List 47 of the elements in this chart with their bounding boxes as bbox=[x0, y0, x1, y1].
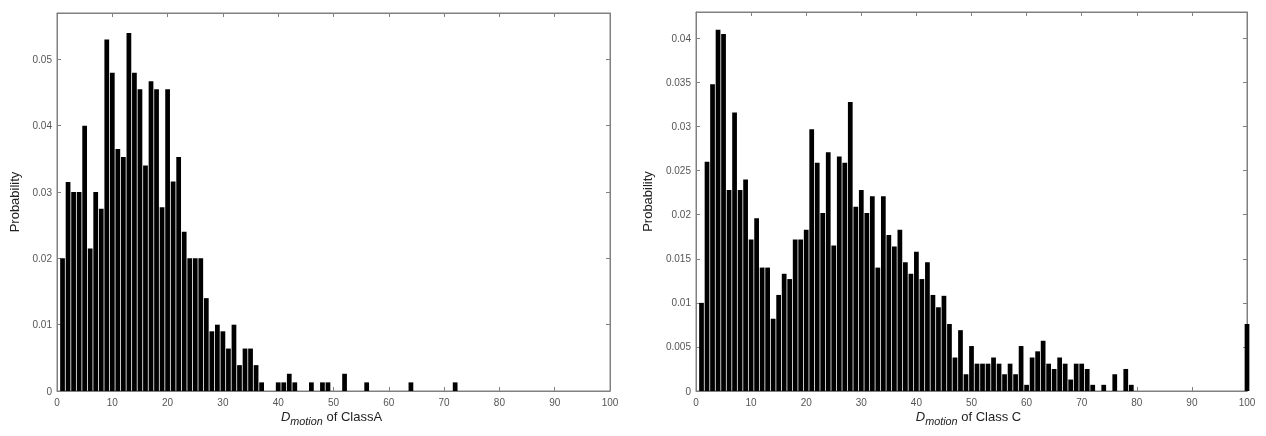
x-tick-label: 80 bbox=[493, 396, 506, 408]
y-tick-label: 0.005 bbox=[665, 341, 692, 353]
y-tick-label: 0.015 bbox=[665, 253, 692, 265]
x-tick-label: 70 bbox=[1076, 396, 1088, 408]
x-tick-label: 100 bbox=[601, 396, 619, 408]
x-tick-label: 100 bbox=[1238, 396, 1256, 408]
y-tick-label: 0.01 bbox=[32, 319, 53, 331]
y-tick-label: 0.025 bbox=[665, 165, 692, 177]
x-tick-label: 50 bbox=[327, 396, 340, 408]
x-tick-label: 70 bbox=[438, 396, 451, 408]
y-tick-label: 0.02 bbox=[32, 252, 53, 264]
x-tick-label: 50 bbox=[965, 396, 978, 408]
x-tick-label: 90 bbox=[1186, 396, 1198, 408]
x-tick-label: 10 bbox=[106, 396, 119, 408]
x-tick-label: 40 bbox=[910, 396, 923, 408]
y-axis-title: Probability bbox=[7, 171, 22, 233]
x-tick-label: 0 bbox=[693, 396, 700, 408]
bar bbox=[364, 382, 370, 391]
x-tick-label: 60 bbox=[1021, 396, 1033, 408]
y-tick-label: 0.04 bbox=[671, 32, 692, 44]
x-tick-label: 30 bbox=[217, 396, 229, 408]
y-tick-label: 0.01 bbox=[671, 297, 692, 309]
y-tick-label: 0.02 bbox=[671, 209, 692, 221]
bar bbox=[1112, 374, 1118, 391]
y-tick-label: 0 bbox=[46, 385, 53, 397]
bar bbox=[309, 382, 314, 391]
x-axis-title: D$_{motion}$ of ClassA bbox=[279, 409, 384, 429]
x-tick-label: 90 bbox=[549, 396, 561, 408]
x-tick-label: 60 bbox=[383, 396, 395, 408]
x-tick-label: 20 bbox=[800, 396, 813, 408]
y-tick-label: 0.03 bbox=[32, 186, 53, 198]
y-tick-label: 0 bbox=[685, 385, 692, 397]
y-tick-label: 0.03 bbox=[671, 121, 692, 133]
bar bbox=[1101, 384, 1107, 391]
bar bbox=[452, 382, 458, 391]
y-tick-label: 0.035 bbox=[665, 77, 692, 89]
x-tick-label: 20 bbox=[162, 396, 174, 408]
x-axis-title: D$_{motion}$ of Class C bbox=[914, 409, 1023, 429]
y-tick-label: 0.05 bbox=[32, 53, 53, 65]
y-axis-title: Probability bbox=[640, 170, 655, 232]
x-tick-label: 40 bbox=[272, 396, 285, 408]
x-tick-label: 30 bbox=[855, 396, 868, 408]
bar bbox=[342, 373, 347, 391]
y-tick-label: 0.04 bbox=[32, 120, 53, 132]
x-tick-label: 0 bbox=[54, 396, 61, 408]
x-tick-label: 80 bbox=[1131, 396, 1143, 408]
x-tick-label: 10 bbox=[745, 396, 758, 408]
